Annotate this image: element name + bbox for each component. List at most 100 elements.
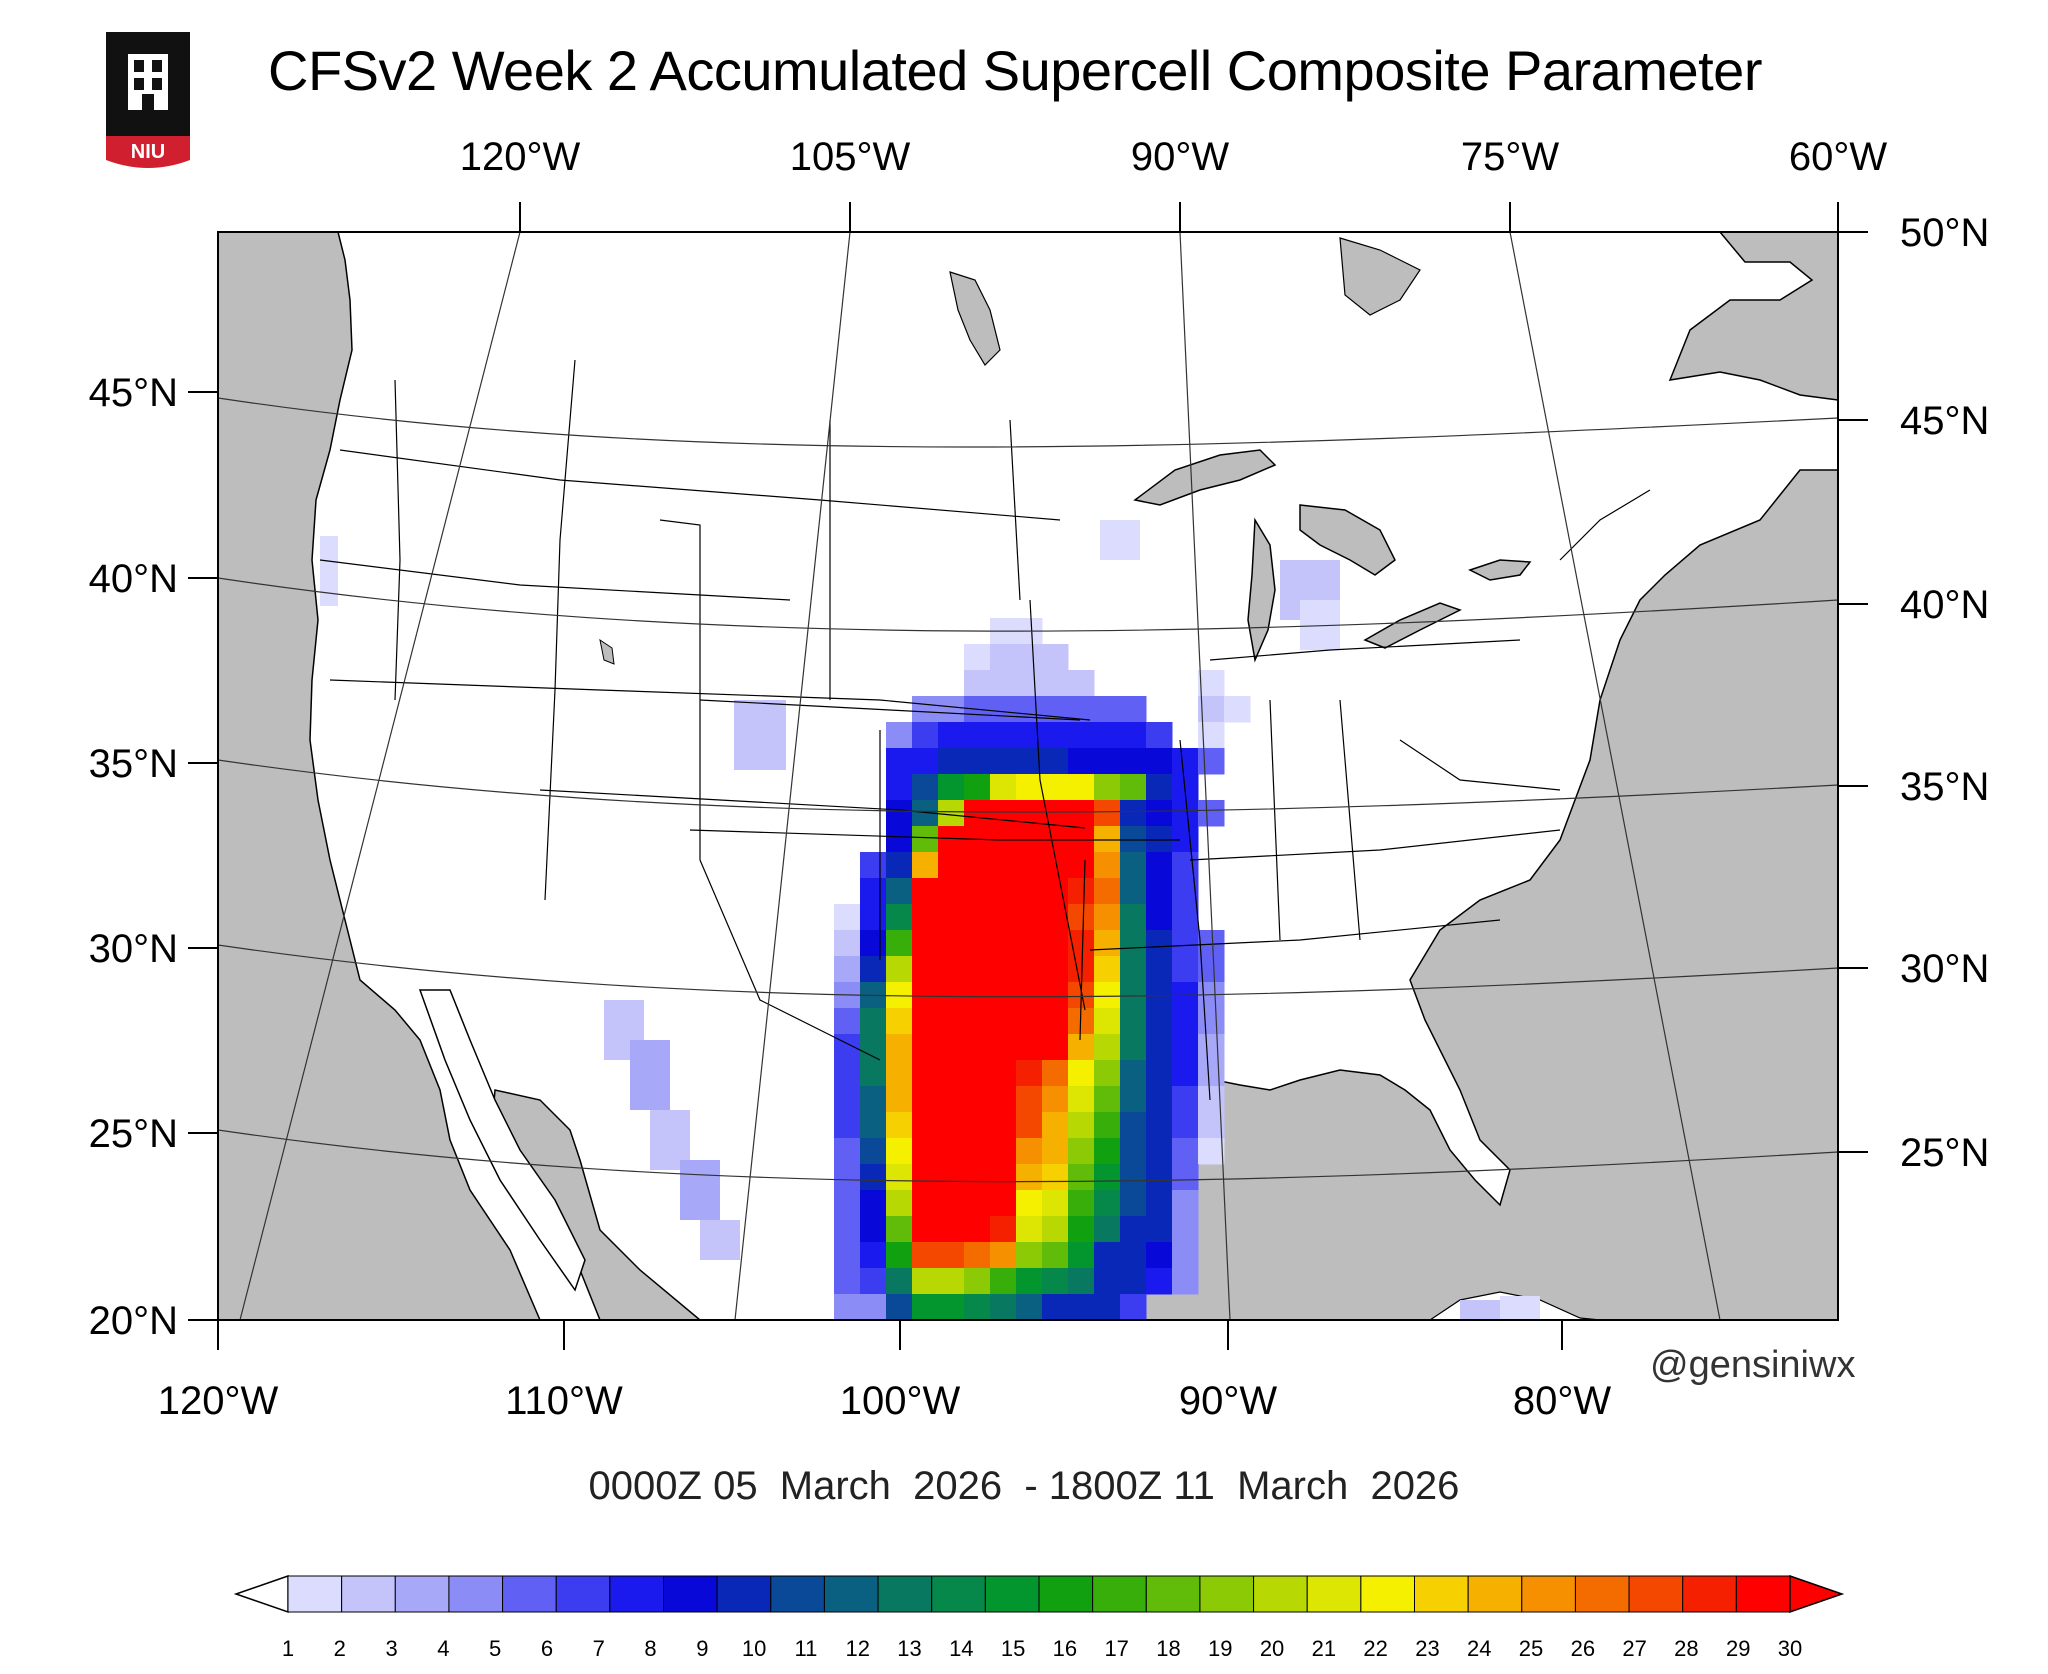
scp-grid-cell [1042,722,1069,749]
scp-grid-cell [886,904,913,931]
colorbar-swatch [1092,1575,1147,1613]
scp-grid-cell [912,1164,939,1191]
colorbar-tick-label: 13 [897,1636,921,1661]
scp-grid-cell [1094,852,1121,879]
scp-grid-cell [990,982,1017,1009]
colorbar-tick-label: 16 [1053,1636,1077,1661]
colorbar-tick-label: 8 [644,1636,656,1661]
scp-grid-cell [938,852,965,879]
scp-grid-cell [1172,904,1199,931]
scp-grid-cell [1068,1242,1095,1269]
scp-grid-cell [990,956,1017,983]
colorbar-tick-label: 11 [795,1636,818,1661]
colorbar-tick-label: 4 [437,1636,449,1661]
scp-grid-cell [1146,1190,1173,1217]
scp-grid-cell [1146,1242,1173,1269]
scp-grid-cell [1100,520,1140,560]
scp-grid-cell [886,1242,913,1269]
scp-grid-cell [1146,1060,1173,1087]
scp-grid-cell [834,904,861,931]
colorbar-tick-label: 23 [1415,1636,1439,1661]
colorbar-swatch [1521,1575,1576,1613]
scp-grid-cell [912,982,939,1009]
lake-superior [1133,449,1277,506]
scp-grid-cell [886,1268,913,1295]
scp-grid-cell [938,1346,965,1373]
scp-grid-cell [1068,1086,1095,1113]
scp-grid-cell [912,904,939,931]
scp-grid-cell [1016,774,1043,801]
scp-grid-cell [990,1372,1017,1399]
scp-grid-cell [886,1086,913,1113]
scp-grid-cell [1042,1320,1069,1347]
scp-grid-cell [886,956,913,983]
scp-grid-cell [1094,1086,1121,1113]
scp-grid-cell [886,852,913,879]
top-lon-label: 90°W [1131,135,1229,179]
scp-grid-cell [1042,878,1069,905]
scp-grid-cell [1120,1294,1147,1320]
colorbar-tick-label: 5 [489,1636,501,1661]
colorbar-swatch [1574,1575,1630,1613]
scp-grid-cell [990,748,1017,775]
great-salt-lake [599,638,615,665]
scp-grid-cell [1016,670,1043,697]
colorbar-swatch [1038,1575,1094,1613]
scp-grid-cell [1094,1060,1121,1087]
scp-grid-cell [1146,1216,1173,1243]
scp-grid-cell [964,670,991,697]
scp-grid-cell [1094,774,1121,801]
scp-grid-cell [990,774,1017,801]
scp-grid-cell [1146,774,1173,801]
colorbar-labels: 1 2 3 4 5 6 7 8 9 10 11 12 13 14 15 16 17 18 19 20 21 22 23 24 2… [282,1636,1802,1661]
scp-grid-cell [886,1034,913,1061]
scp-grid-cell [1016,956,1043,983]
scp-grid-cell [1198,748,1225,775]
scp-grid-cell [912,1008,939,1035]
scp-grid-cell [1016,1008,1043,1035]
scp-grid-cell [860,1190,887,1217]
scp-grid-cell [1094,1242,1121,1269]
scp-grid-cell [1016,1060,1043,1087]
scp-grid-cell [912,1190,939,1217]
scp-grid-cell [990,904,1017,931]
scp-grid-cell [1172,1112,1199,1139]
scp-grid-cell [1042,774,1069,801]
scp-grid-cell [1094,1138,1121,1165]
right-lat-label: 30°N [1900,947,1989,991]
scp-grid-cell [834,930,861,957]
scp-grid-cell [964,1346,991,1373]
colorbar-tick-label: 7 [593,1636,605,1661]
scp-grid-cell [1042,930,1069,957]
scp-grid-cell [964,644,991,671]
scp-grid-cell [938,800,965,827]
colorbar-swatch [609,1575,664,1613]
colorbar-tick-label: 24 [1467,1636,1491,1661]
scp-grid-cell [886,748,913,775]
scp-grid-cell [912,1268,939,1295]
scp-grid-cell [912,774,939,801]
scp-grid-cell [990,1112,1017,1139]
scp-grid-cell [938,1190,965,1217]
scp-grid-cell [1016,904,1043,931]
scp-grid-cell [1094,1164,1121,1191]
scp-grid-cell [1172,800,1199,827]
colorbar-tick-label: 14 [949,1636,973,1661]
author-credit: @gensiniwx [1650,1344,1856,1386]
scp-grid-cell [860,904,887,931]
scp-grid-cell [1094,982,1121,1009]
scp-grid-cell [938,878,965,905]
scp-grid-cell [964,982,991,1009]
scp-grid-cell [990,696,1017,723]
scp-grid-cell [886,1424,913,1451]
scp-grid-cell [1068,1112,1095,1139]
scp-grid-cell [1016,1346,1043,1373]
scp-grid-cell [1146,956,1173,983]
scp-grid-cell [1120,748,1147,775]
scp-grid-cell [1094,904,1121,931]
scp-grid-cell [1172,930,1199,957]
scp-grid-cell [834,1008,861,1035]
lake-huron [1299,504,1396,576]
scp-grid-cell [1146,1034,1173,1061]
